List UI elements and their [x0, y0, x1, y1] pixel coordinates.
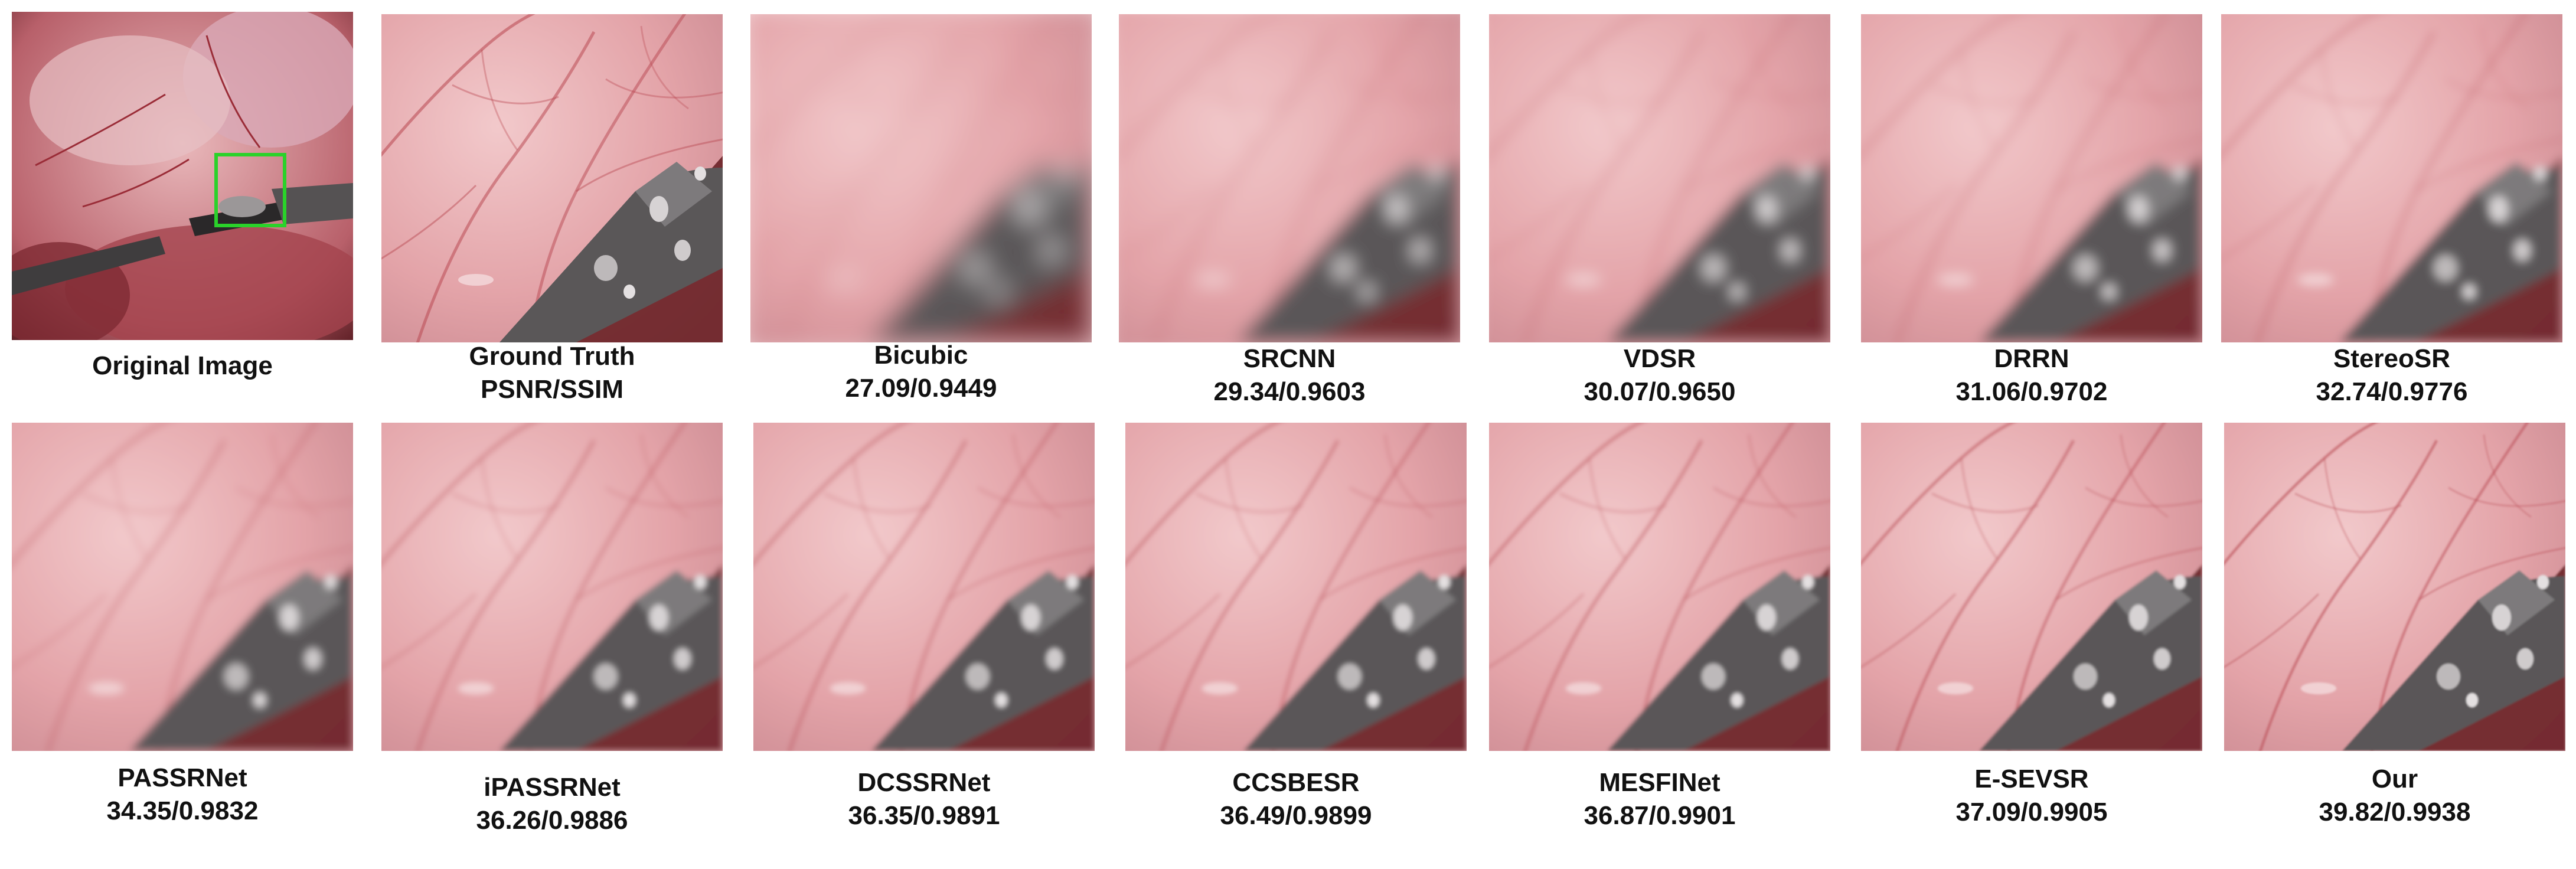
caption-title: PASSRNet [117, 763, 247, 792]
panel-ground-truth [381, 14, 723, 342]
caption-ipassrnet: iPASSRNet 36.26/0.9886 [381, 771, 723, 837]
caption-title: DRRN [1994, 344, 2069, 373]
panel-passrnet [12, 423, 353, 751]
caption-title: MESFINet [1599, 768, 1720, 797]
photo-crop [381, 14, 723, 342]
panel-vdsr [1489, 14, 1830, 342]
caption-passrnet: PASSRNet 34.35/0.9832 [12, 762, 353, 828]
photo-crop [753, 423, 1095, 751]
photo-crop [1125, 423, 1467, 751]
caption-metric: 32.74/0.9776 [2316, 377, 2468, 406]
caption-title: StereoSR [2333, 344, 2451, 373]
caption-ccsbesr: CCSBESR 36.49/0.9899 [1125, 766, 1467, 832]
caption-mesfinet: MESFINet 36.87/0.9901 [1489, 766, 1830, 832]
panel-our [2224, 423, 2565, 751]
caption-stereosr: StereoSR 32.74/0.9776 [2221, 342, 2562, 409]
photo-crop [1861, 423, 2202, 751]
caption-vdsr: VDSR 30.07/0.9650 [1489, 342, 1830, 409]
caption-title: Bicubic [874, 341, 968, 370]
panel-original-image [12, 12, 353, 340]
photo-crop [381, 423, 723, 751]
caption-metric: 36.35/0.9891 [848, 801, 1000, 830]
panel-ipassrnet [381, 423, 723, 751]
caption-title: VDSR [1623, 344, 1696, 373]
caption-title: Original Image [92, 351, 273, 380]
caption-title: SRCNN [1243, 344, 1336, 373]
caption-original-image: Original Image [12, 349, 353, 383]
caption-drrn: DRRN 31.06/0.9702 [1861, 342, 2202, 409]
photo-crop [2221, 14, 2562, 342]
caption-srcnn: SRCNN 29.34/0.9603 [1119, 342, 1460, 409]
caption-metric: 36.49/0.9899 [1220, 801, 1372, 830]
caption-title: Our [2371, 765, 2418, 793]
caption-metric: 39.82/0.9938 [2319, 798, 2471, 826]
caption-our: Our 39.82/0.9938 [2224, 763, 2565, 829]
photo-crop [1489, 14, 1830, 342]
caption-title: iPASSRNet [484, 773, 621, 802]
caption-metric: 30.07/0.9650 [1584, 377, 1736, 406]
caption-title: CCSBESR [1232, 768, 1360, 797]
caption-title: DCSSRNet [857, 768, 991, 797]
caption-metric: 27.09/0.9449 [845, 374, 997, 403]
panel-srcnn [1119, 14, 1460, 342]
panel-dcssrnet [753, 423, 1095, 751]
panel-esevsr [1861, 423, 2202, 751]
caption-metric: 36.26/0.9886 [476, 806, 628, 835]
caption-metric: 29.34/0.9603 [1213, 377, 1366, 406]
caption-ground-truth: Ground Truth PSNR/SSIM [381, 340, 723, 406]
panel-stereosr [2221, 14, 2562, 342]
panel-ccsbesr [1125, 423, 1467, 751]
photo-overview [12, 12, 353, 340]
caption-bicubic: Bicubic 27.09/0.9449 [750, 339, 1092, 405]
caption-metric: 34.35/0.9832 [106, 796, 259, 825]
photo-crop [2224, 423, 2565, 751]
panel-drrn [1861, 14, 2202, 342]
photo-crop [1119, 14, 1460, 342]
caption-metric: 31.06/0.9702 [1955, 377, 2108, 406]
photo-crop [750, 14, 1092, 342]
caption-title: E-SEVSR [1974, 765, 2089, 793]
caption-metric: 37.09/0.9905 [1955, 798, 2108, 826]
photo-crop [1861, 14, 2202, 342]
caption-metric: PSNR/SSIM [480, 375, 624, 404]
panel-mesfinet [1489, 423, 1830, 751]
caption-dcssrnet: DCSSRNet 36.35/0.9891 [753, 766, 1095, 832]
photo-crop [12, 423, 353, 751]
caption-esevsr: E-SEVSR 37.09/0.9905 [1861, 763, 2202, 829]
caption-title: Ground Truth [469, 342, 635, 371]
photo-crop [1489, 423, 1830, 751]
panel-bicubic [750, 14, 1092, 342]
caption-metric: 36.87/0.9901 [1584, 801, 1736, 830]
